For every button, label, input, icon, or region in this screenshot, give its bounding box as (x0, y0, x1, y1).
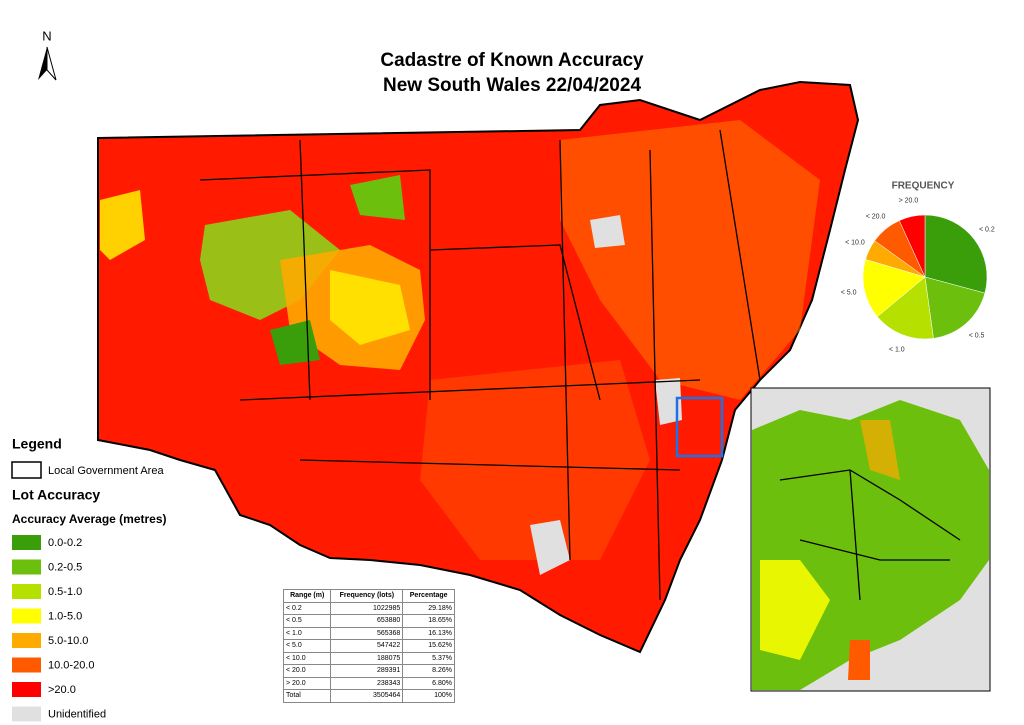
north-label: N (42, 28, 51, 43)
legend-swatch (12, 584, 41, 599)
legend-swatch (12, 706, 41, 722)
legend-swatch (12, 633, 41, 648)
pie-label: < 10.0 (845, 239, 865, 246)
header-cell: Range (m) (282, 589, 332, 603)
table-row: < 5.0 547422 15.62% (282, 639, 455, 653)
table-cell: < 5.0 (282, 639, 332, 653)
table-cell: 289391 (330, 664, 404, 678)
title: New South Wales 22/04/2024 (383, 75, 641, 96)
table-cell: 188075 (330, 651, 404, 665)
table-cell: 18.65% (402, 614, 455, 628)
pie-label: < 1.0 (889, 347, 905, 354)
table-cell: 547422 (330, 639, 404, 653)
table-row: < 1.0 565368 16.13% (282, 626, 455, 640)
pie-label: < 0.2 (979, 226, 995, 233)
table-header: Range (m) Frequency (lots) Percentage (282, 589, 455, 603)
pie-label: < 20.0 (866, 214, 886, 221)
table-cell: < 20.0 (282, 664, 332, 678)
table-row: < 0.5 653880 18.65% (282, 614, 455, 628)
legend-swatch (12, 608, 41, 624)
table-cell: 3505464 (330, 689, 404, 703)
legend-items: 0.0-0.2 0.2-0.5 0.5-1.0 1.0-5.0 5.0-10.0 10.0… (12, 535, 106, 722)
table-row: > 20.0 238343 6.80% (282, 676, 455, 690)
north-arrow (38, 47, 47, 80)
legend-label: 5.0-10.0 (48, 635, 88, 647)
table-cell: < 1.0 (282, 626, 332, 640)
table-row: < 20.0 289391 8.26% (282, 664, 455, 678)
header-cell: Percentage (402, 589, 455, 603)
pie-label: > 20.0 (899, 198, 919, 205)
table-cell: 5.37% (402, 651, 455, 665)
table-cell: 565368 (330, 626, 404, 640)
legend-label: 1.0-5.0 (48, 610, 82, 622)
pie-title: FREQUENCY (892, 181, 955, 192)
pie-slice (862, 259, 926, 318)
table-cell: < 10.0 (282, 651, 332, 665)
legend-swatch (12, 535, 41, 550)
legend-title: Lot Accuracy (12, 487, 100, 503)
table-cell: 100% (402, 689, 455, 703)
table-cell: 8.26% (402, 664, 455, 678)
legend-label: Local Government Area (48, 465, 164, 477)
nsw-map (97, 80, 860, 654)
legend-swatch (12, 559, 41, 575)
frequency-table: Range (m) Frequency (lots) Percentage < 0.2… (282, 589, 455, 703)
table-cell: < 0.2 (282, 601, 332, 615)
table-cell: 653880 (330, 614, 404, 628)
table-cell: 16.13% (402, 626, 455, 640)
legend-label: Unidentified (48, 708, 106, 720)
pie-chart: FREQUENCY < 0.2 < 0.5 < 1.0 < 5.0 < 10.0 < 20… (841, 181, 995, 354)
legend-swatch (12, 682, 41, 697)
table-cell: < 0.5 (282, 614, 332, 628)
table-cell: 1022985 (330, 601, 404, 615)
table-cell: 15.62% (402, 639, 455, 653)
north-arrow (46, 46, 57, 81)
inset-map (750, 387, 991, 692)
lga-swatch (11, 461, 42, 479)
legend-label: 0.0-0.2 (48, 537, 82, 549)
legend-title: Legend (12, 436, 62, 452)
legend-swatch (12, 657, 41, 673)
table-cell: > 20.0 (282, 676, 332, 690)
pie-slice (876, 276, 934, 340)
table-row: < 0.2 1022985 29.18% (282, 601, 455, 615)
table-row: < 10.0 188075 5.37% (282, 651, 455, 665)
table-cell: 29.18% (402, 601, 455, 615)
legend-label: 0.2-0.5 (48, 561, 82, 573)
pie-label: < 5.0 (841, 290, 857, 297)
legend-subtitle: Accuracy Average (metres) (12, 512, 167, 526)
legend-label: 10.0-20.0 (48, 659, 94, 671)
header-cell: Frequency (lots) (330, 589, 404, 603)
pie-slice (898, 214, 926, 278)
table-row: Total 3505464 100% (282, 689, 455, 703)
table-cell: 238343 (330, 676, 404, 690)
title: Cadastre of Known Accuracy (380, 50, 644, 71)
legend-label: 0.5-1.0 (48, 586, 82, 598)
pie-label: < 0.5 (969, 332, 985, 339)
pie-slice (924, 214, 988, 294)
legend-label: >20.0 (48, 684, 76, 696)
table-cell: Total (282, 689, 332, 703)
table-cell: 6.80% (402, 676, 455, 690)
pie-slice (924, 276, 986, 339)
